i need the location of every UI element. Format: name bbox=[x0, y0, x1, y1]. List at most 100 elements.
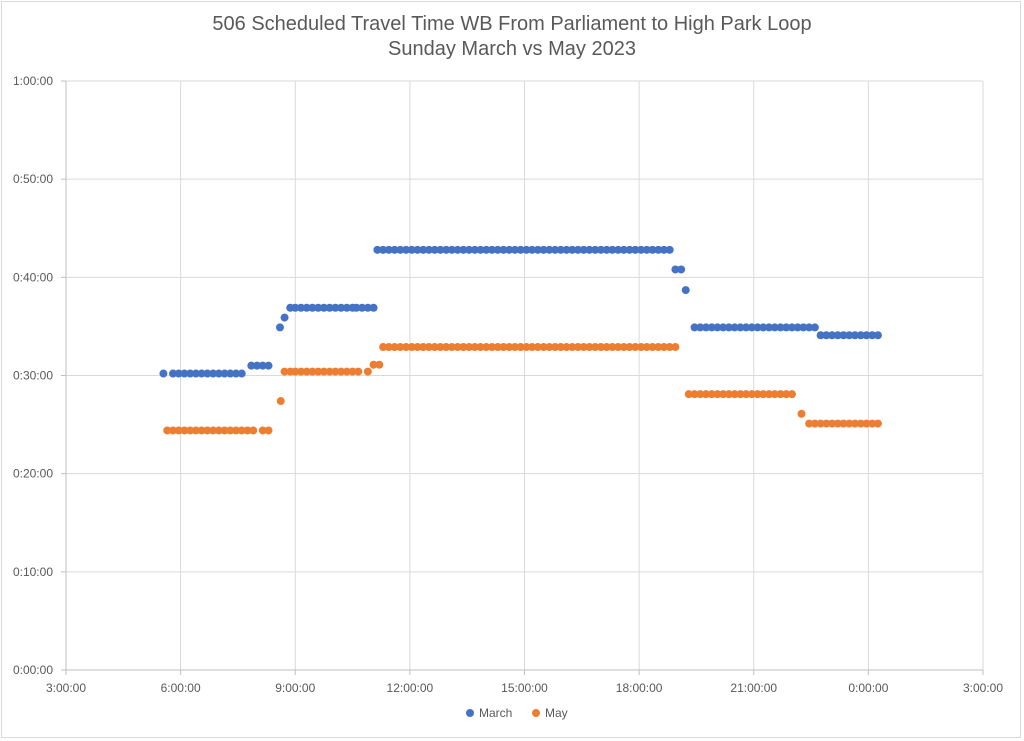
may-point bbox=[545, 343, 554, 352]
march-point bbox=[782, 323, 791, 332]
march-point bbox=[516, 245, 525, 254]
may-point bbox=[608, 343, 617, 352]
march-point bbox=[379, 245, 388, 254]
may-point bbox=[573, 343, 582, 352]
march-point bbox=[862, 331, 871, 340]
may-point bbox=[191, 426, 200, 435]
may-point bbox=[214, 426, 223, 435]
march-point bbox=[413, 245, 422, 254]
march-point bbox=[396, 245, 405, 254]
march-point bbox=[759, 323, 768, 332]
chart-subtitle: Sunday March vs May 2023 bbox=[388, 38, 636, 60]
may-point bbox=[551, 343, 560, 352]
march-point bbox=[308, 303, 317, 312]
march-point bbox=[465, 245, 474, 254]
march-point bbox=[851, 331, 860, 340]
march-point bbox=[337, 303, 346, 312]
march-point bbox=[539, 245, 548, 254]
march-point bbox=[363, 303, 372, 312]
may-point bbox=[787, 390, 796, 399]
march-point bbox=[562, 245, 571, 254]
march-point bbox=[209, 369, 218, 378]
march-point bbox=[533, 245, 542, 254]
march-point bbox=[302, 303, 311, 312]
march-point bbox=[214, 369, 223, 378]
x-tick-label: 18:00:00 bbox=[616, 681, 663, 695]
march-point bbox=[436, 245, 445, 254]
may-point bbox=[453, 343, 462, 352]
may-point bbox=[430, 343, 439, 352]
march-point bbox=[659, 245, 668, 254]
may-point bbox=[684, 390, 693, 399]
may-point bbox=[174, 426, 183, 435]
march-point bbox=[373, 245, 382, 254]
may-point bbox=[568, 343, 577, 352]
march-point bbox=[753, 323, 762, 332]
may-point bbox=[163, 426, 172, 435]
x-tick-label: 12:00:00 bbox=[387, 681, 434, 695]
x-tick-label: 3:00:00 bbox=[46, 681, 86, 695]
may-point bbox=[602, 343, 611, 352]
march-point bbox=[476, 245, 485, 254]
may-point bbox=[562, 343, 571, 352]
may-point bbox=[696, 390, 705, 399]
data-points bbox=[159, 245, 882, 435]
may-point bbox=[407, 343, 416, 352]
march-point bbox=[488, 245, 497, 254]
may-point bbox=[379, 343, 388, 352]
may-point bbox=[499, 343, 508, 352]
y-tick-label: 0:30:00 bbox=[13, 369, 53, 383]
march-point bbox=[619, 245, 628, 254]
y-tick-label: 0:00:00 bbox=[13, 663, 53, 677]
march-point bbox=[573, 245, 582, 254]
march-point bbox=[232, 369, 241, 378]
march-point bbox=[522, 245, 531, 254]
axes bbox=[61, 80, 984, 675]
march-point bbox=[873, 331, 882, 340]
march-point bbox=[180, 369, 189, 378]
march-point bbox=[719, 323, 728, 332]
march-point bbox=[402, 245, 411, 254]
march-point bbox=[203, 369, 212, 378]
may-point bbox=[637, 343, 646, 352]
y-tick-labels: 0:00:00 0:10:00 0:20:00 0:30:00 0:40:00 0:50:… bbox=[13, 74, 53, 677]
may-point bbox=[585, 343, 594, 352]
may-point bbox=[402, 343, 411, 352]
march-legend-label: March bbox=[479, 706, 512, 720]
may-point bbox=[765, 390, 774, 399]
march-point bbox=[736, 323, 745, 332]
may-point bbox=[797, 409, 806, 418]
march-point bbox=[747, 323, 756, 332]
may-point bbox=[413, 343, 422, 352]
march-point bbox=[186, 369, 195, 378]
march-point bbox=[442, 245, 451, 254]
x-tick-label: 15:00:00 bbox=[501, 681, 548, 695]
may-point bbox=[851, 419, 860, 428]
y-tick-label: 0:50:00 bbox=[13, 172, 53, 186]
march-point bbox=[681, 286, 690, 295]
may-point bbox=[510, 343, 519, 352]
march-point bbox=[637, 245, 646, 254]
may-point bbox=[856, 419, 865, 428]
march-point bbox=[447, 245, 456, 254]
may-point bbox=[396, 343, 405, 352]
march-point bbox=[805, 323, 814, 332]
may-point bbox=[591, 343, 600, 352]
may-point bbox=[782, 390, 791, 399]
may-point bbox=[331, 367, 340, 376]
may-point bbox=[226, 426, 235, 435]
may-point bbox=[719, 390, 728, 399]
y-tick-label: 0:10:00 bbox=[13, 565, 53, 579]
march-point bbox=[174, 369, 183, 378]
x-tick-label: 6:00:00 bbox=[161, 681, 201, 695]
may-point bbox=[291, 367, 300, 376]
may-point bbox=[822, 419, 831, 428]
march-point bbox=[579, 245, 588, 254]
march-point bbox=[596, 245, 605, 254]
may-point bbox=[671, 343, 680, 352]
may-point bbox=[690, 390, 699, 399]
may-point bbox=[631, 343, 640, 352]
march-point bbox=[742, 323, 751, 332]
may-point bbox=[642, 343, 651, 352]
march-point bbox=[810, 323, 819, 332]
